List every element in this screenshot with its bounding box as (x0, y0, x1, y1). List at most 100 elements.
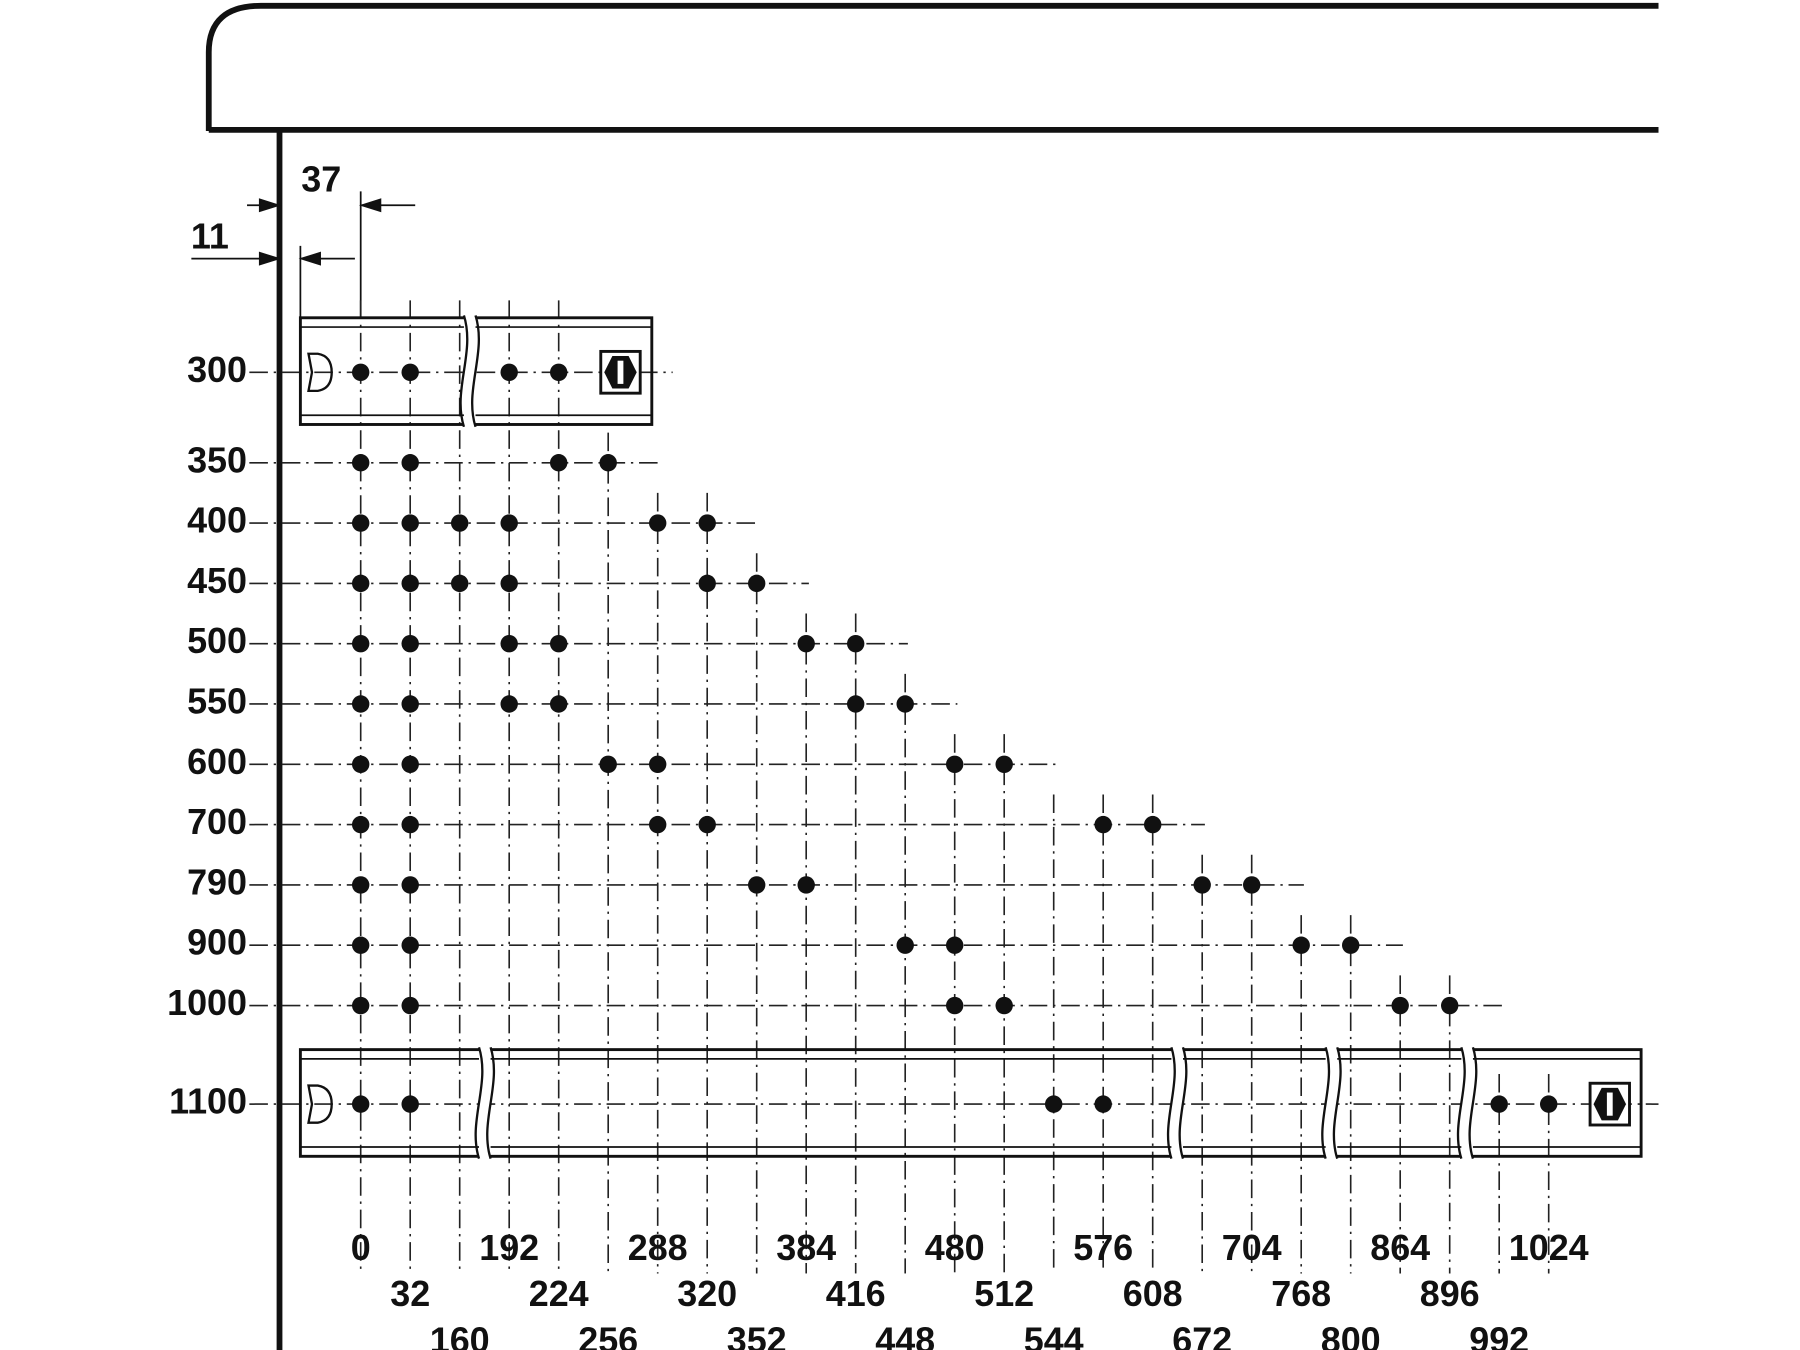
rail-end (307, 1084, 333, 1124)
hole (351, 634, 370, 653)
column-label: 768 (1271, 1273, 1331, 1314)
row-label: 700 (187, 801, 247, 842)
row-label: 450 (187, 560, 247, 601)
hole (500, 634, 518, 653)
hole (648, 755, 667, 774)
rail-lock (617, 360, 624, 384)
hole (351, 454, 370, 472)
rail-end (307, 352, 333, 393)
rail-break (1166, 1046, 1176, 1159)
column-label: 384 (776, 1227, 836, 1268)
column-label: 512 (974, 1273, 1034, 1314)
column-label: 448 (875, 1320, 935, 1350)
hole (401, 876, 419, 894)
hole (1094, 815, 1112, 834)
column-label: 224 (529, 1273, 589, 1314)
hole (1242, 876, 1261, 894)
hole (351, 755, 370, 774)
column-label: 800 (1321, 1320, 1381, 1350)
column-label: 992 (1469, 1320, 1529, 1350)
hole (1193, 876, 1211, 894)
hole (401, 695, 419, 713)
row-label: 300 (187, 349, 247, 390)
hole (401, 996, 419, 1015)
hole (995, 996, 1013, 1015)
column-label: 192 (479, 1227, 539, 1268)
column-label: 608 (1123, 1273, 1183, 1314)
column-label: 864 (1370, 1227, 1430, 1268)
column-label: 288 (628, 1227, 688, 1268)
rail-break-gap (1171, 1047, 1183, 1159)
column-label: 352 (727, 1320, 787, 1350)
rail-break (471, 315, 480, 428)
hole (945, 755, 964, 774)
dimension-label: 11 (191, 215, 229, 256)
hole (1490, 1095, 1508, 1113)
hole (549, 363, 568, 381)
rail-break (1468, 1046, 1478, 1159)
hole (995, 755, 1013, 774)
rail-break-gap (1461, 1047, 1473, 1159)
dimension-label: 37 (301, 159, 341, 200)
hole (1440, 996, 1459, 1015)
rail (298, 1048, 1643, 1158)
hole (351, 876, 370, 894)
hole (500, 695, 518, 713)
hole (945, 996, 964, 1015)
row-label: 900 (187, 922, 247, 963)
hole (648, 815, 667, 834)
rail-break (1178, 1046, 1188, 1159)
hole (401, 363, 419, 381)
column-label: 480 (925, 1227, 985, 1268)
hole (500, 574, 518, 593)
hole (1094, 1095, 1112, 1113)
hole (351, 996, 370, 1015)
column-label: 544 (1024, 1320, 1084, 1350)
hole (351, 815, 370, 834)
hole (1539, 1095, 1558, 1113)
hole (846, 634, 865, 653)
hole (351, 1095, 370, 1113)
hole (698, 574, 716, 593)
hole (351, 574, 370, 593)
hole (401, 815, 419, 834)
hole (500, 363, 518, 381)
row-label: 350 (187, 439, 247, 480)
rail-break-gap (478, 1047, 491, 1159)
column-label: 32 (390, 1273, 430, 1314)
rail-break-gap (463, 315, 476, 427)
rail-break (1332, 1046, 1342, 1159)
hole (351, 695, 370, 713)
hole (450, 514, 469, 532)
hole (945, 936, 964, 954)
rail-break-gap (1325, 1047, 1338, 1159)
hole (698, 514, 716, 532)
hole (747, 574, 766, 593)
hole (401, 454, 419, 472)
column-label: 160 (430, 1320, 490, 1350)
hole (1292, 936, 1310, 954)
hole (549, 695, 568, 713)
hole (698, 815, 716, 834)
row-label: 500 (187, 620, 247, 661)
hole (549, 634, 568, 653)
column-label: 1024 (1509, 1227, 1589, 1268)
column-label: 576 (1073, 1227, 1133, 1268)
column-label: 704 (1222, 1227, 1282, 1268)
cabinet-top (205, 2, 1659, 132)
hole (797, 876, 815, 894)
hole (1044, 1095, 1063, 1113)
rail-break (1456, 1046, 1466, 1159)
hole (549, 454, 568, 472)
hole (401, 1095, 419, 1113)
row-label: 1100 (169, 1081, 247, 1122)
hole (1391, 996, 1409, 1015)
hole (351, 936, 370, 954)
rail-break (459, 315, 469, 428)
rail-lock (1606, 1092, 1613, 1116)
column-label: 256 (578, 1320, 638, 1350)
hole (351, 514, 370, 532)
hole (648, 514, 667, 532)
hole (747, 876, 766, 894)
